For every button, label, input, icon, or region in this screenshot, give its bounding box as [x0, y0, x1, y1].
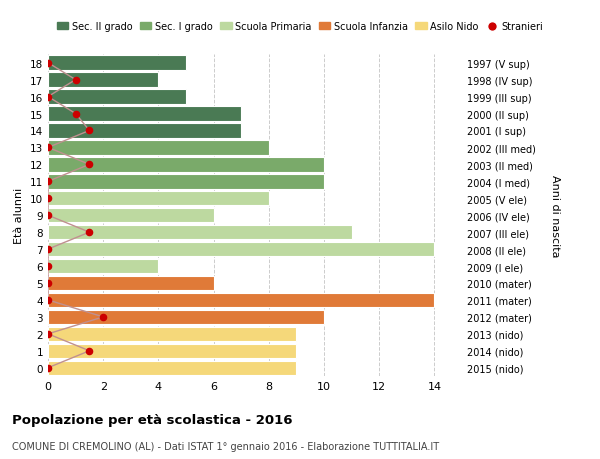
- Point: [43, 330, 53, 338]
- Point: [43, 195, 53, 202]
- Bar: [48, 310, 324, 325]
- Point: [43, 60, 53, 67]
- Bar: [48, 361, 296, 375]
- Bar: [48, 90, 186, 105]
- Bar: [48, 208, 214, 223]
- Bar: [48, 327, 296, 341]
- Point: [71, 77, 80, 84]
- Bar: [48, 73, 158, 88]
- Legend: Sec. II grado, Sec. I grado, Scuola Primaria, Scuola Infanzia, Asilo Nido, Stran: Sec. II grado, Sec. I grado, Scuola Prim…: [53, 18, 547, 36]
- Y-axis label: Età alunni: Età alunni: [14, 188, 25, 244]
- Point: [43, 297, 53, 304]
- Bar: [48, 225, 352, 240]
- Bar: [48, 175, 324, 189]
- Bar: [48, 259, 158, 274]
- Text: Popolazione per età scolastica - 2016: Popolazione per età scolastica - 2016: [12, 413, 293, 426]
- Bar: [48, 107, 241, 122]
- Point: [43, 145, 53, 152]
- Point: [98, 313, 108, 321]
- Point: [85, 347, 94, 355]
- Bar: [48, 242, 434, 257]
- Point: [43, 263, 53, 270]
- Point: [85, 229, 94, 236]
- Point: [43, 364, 53, 372]
- Bar: [48, 56, 186, 71]
- Point: [43, 280, 53, 287]
- Point: [85, 128, 94, 135]
- Point: [71, 111, 80, 118]
- Point: [43, 178, 53, 185]
- Point: [43, 212, 53, 219]
- Text: COMUNE DI CREMOLINO (AL) - Dati ISTAT 1° gennaio 2016 - Elaborazione TUTTITALIA.: COMUNE DI CREMOLINO (AL) - Dati ISTAT 1°…: [12, 441, 439, 451]
- Y-axis label: Anni di nascita: Anni di nascita: [550, 174, 560, 257]
- Bar: [48, 158, 324, 172]
- Bar: [48, 344, 296, 358]
- Point: [43, 94, 53, 101]
- Bar: [48, 293, 434, 308]
- Bar: [48, 276, 214, 291]
- Bar: [48, 141, 269, 155]
- Bar: [48, 124, 241, 138]
- Point: [85, 161, 94, 168]
- Point: [43, 246, 53, 253]
- Bar: [48, 191, 269, 206]
